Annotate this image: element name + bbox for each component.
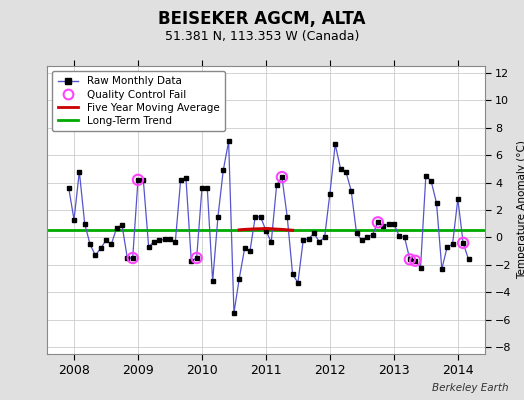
Point xyxy=(128,255,137,261)
Point xyxy=(406,256,414,262)
Point xyxy=(459,240,467,246)
Point xyxy=(374,219,382,226)
Point xyxy=(192,255,201,261)
Text: Berkeley Earth: Berkeley Earth xyxy=(432,383,508,393)
Point xyxy=(134,177,142,183)
Point xyxy=(411,258,419,264)
Legend: Raw Monthly Data, Quality Control Fail, Five Year Moving Average, Long-Term Tren: Raw Monthly Data, Quality Control Fail, … xyxy=(52,71,225,131)
Text: BEISEKER AGCM, ALTA: BEISEKER AGCM, ALTA xyxy=(158,10,366,28)
Text: 51.381 N, 113.353 W (Canada): 51.381 N, 113.353 W (Canada) xyxy=(165,30,359,43)
Y-axis label: Temperature Anomaly (°C): Temperature Anomaly (°C) xyxy=(517,140,524,280)
Point xyxy=(278,174,286,180)
